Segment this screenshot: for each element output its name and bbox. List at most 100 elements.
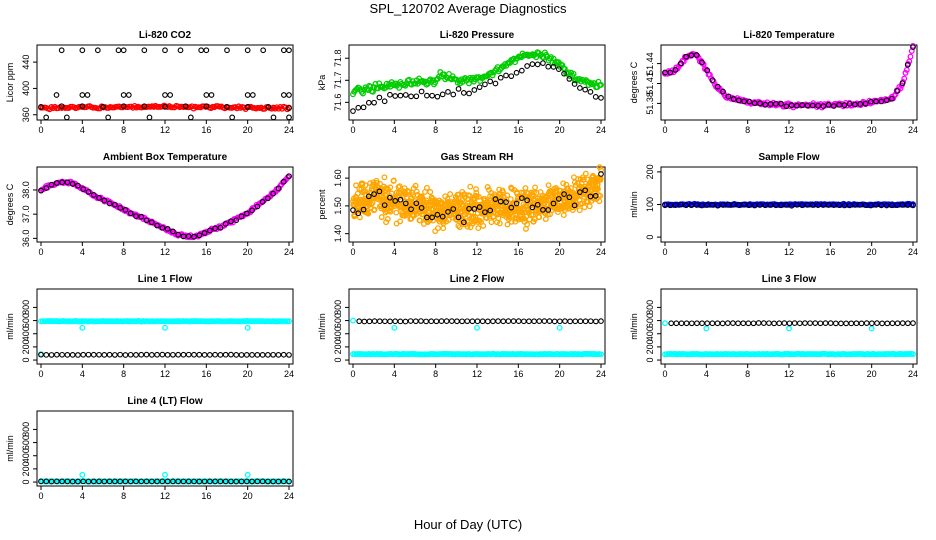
- x-tick-label: 8: [745, 247, 750, 257]
- data-point: [848, 320, 855, 327]
- x-tick-label: 20: [243, 247, 253, 257]
- x-tick-label: 4: [704, 369, 709, 379]
- data-point: [445, 89, 451, 95]
- data-point: [556, 324, 563, 331]
- data-point: [820, 202, 827, 208]
- data-point: [902, 69, 909, 76]
- data-point: [286, 114, 292, 121]
- data-point: [201, 230, 208, 236]
- data-point: [884, 320, 891, 327]
- x-tick-label: 24: [284, 369, 294, 379]
- data-point: [353, 182, 359, 189]
- data-point: [286, 92, 292, 98]
- data-point: [560, 212, 567, 219]
- x-tick-label: 12: [784, 125, 794, 135]
- data-point: [120, 47, 127, 54]
- x-tick-label: 4: [392, 247, 397, 257]
- series-secondary: [662, 201, 916, 209]
- data-point: [899, 202, 906, 208]
- data-point: [365, 210, 372, 217]
- data-point: [746, 98, 753, 105]
- data-point: [154, 222, 160, 229]
- x-tick-label: 4: [80, 491, 85, 501]
- data-point: [69, 351, 76, 358]
- data-point: [393, 209, 400, 216]
- data-point: [69, 181, 76, 187]
- data-point: [796, 320, 803, 327]
- data-point: [125, 92, 132, 98]
- data-point: [418, 88, 425, 95]
- x-tick-label: 8: [433, 369, 438, 379]
- x-tick-label: 8: [433, 247, 438, 257]
- plot-frame: [36, 410, 294, 487]
- data-point: [106, 478, 113, 485]
- data-point: [841, 202, 848, 209]
- x-tick-label: 20: [243, 125, 253, 135]
- data-point: [572, 318, 579, 325]
- data-point: [545, 207, 552, 213]
- data-point: [428, 318, 435, 325]
- data-point: [143, 217, 150, 224]
- data-point: [117, 351, 123, 358]
- data-point: [286, 105, 292, 112]
- data-point: [519, 195, 525, 201]
- x-tick-label: 8: [745, 125, 750, 135]
- data-point: [361, 318, 368, 325]
- data-point: [560, 180, 567, 187]
- data-point: [536, 318, 543, 325]
- data-point: [827, 320, 834, 326]
- data-point: [736, 97, 742, 104]
- data-point: [581, 204, 588, 211]
- data-point: [90, 192, 97, 198]
- data-point: [447, 191, 454, 198]
- data-point: [467, 192, 473, 199]
- data-point: [430, 217, 436, 224]
- y-tick-label: 0: [21, 358, 31, 363]
- data-point: [598, 318, 604, 324]
- y-tick-label: 200: [645, 339, 655, 354]
- data-point: [280, 178, 287, 185]
- data-point: [741, 98, 747, 105]
- panel-line1: Line 1 Flow ml/min 0 4 8 12 16 20 24 0 20040060080…: [5, 274, 294, 379]
- data-point: [391, 324, 398, 331]
- data-point: [244, 103, 251, 110]
- data-point: [418, 318, 424, 324]
- data-point: [466, 205, 472, 212]
- data-point: [846, 101, 853, 107]
- data-point: [524, 197, 530, 204]
- data-point: [555, 66, 562, 73]
- data-point: [904, 202, 911, 208]
- data-point: [496, 220, 503, 227]
- x-tick-label: 20: [867, 369, 877, 379]
- data-point: [148, 219, 155, 226]
- y-tick-label: 38.0: [21, 181, 31, 199]
- data-point: [503, 72, 509, 79]
- data-point: [838, 320, 844, 327]
- data-point: [475, 225, 482, 232]
- data-point: [899, 320, 906, 327]
- data-point: [507, 196, 514, 203]
- x-tick-label: 0: [38, 125, 43, 135]
- data-point: [438, 318, 445, 324]
- data-point: [862, 202, 869, 208]
- x-tick-label: 20: [867, 247, 877, 257]
- data-point: [706, 71, 713, 78]
- y-tick-label: 400: [333, 326, 343, 341]
- data-point: [280, 351, 287, 358]
- x-tick-label: 12: [160, 247, 170, 257]
- data-point: [162, 471, 168, 478]
- data-point: [154, 351, 160, 358]
- data-point: [53, 180, 60, 186]
- data-point: [852, 202, 858, 208]
- y-tick-label: 800: [21, 422, 31, 437]
- data-point: [38, 351, 44, 358]
- data-point: [714, 83, 721, 90]
- data-point: [105, 114, 112, 121]
- data-point: [562, 318, 568, 324]
- data-point: [688, 202, 695, 209]
- data-point: [894, 88, 901, 94]
- panel-line3: Line 3 Flow ml/min 0 4 8 12 16 20 24 0 20040060080…: [629, 274, 918, 379]
- data-point: [512, 59, 518, 66]
- y-axis-label: degrees C: [629, 61, 639, 103]
- data-point: [825, 202, 832, 208]
